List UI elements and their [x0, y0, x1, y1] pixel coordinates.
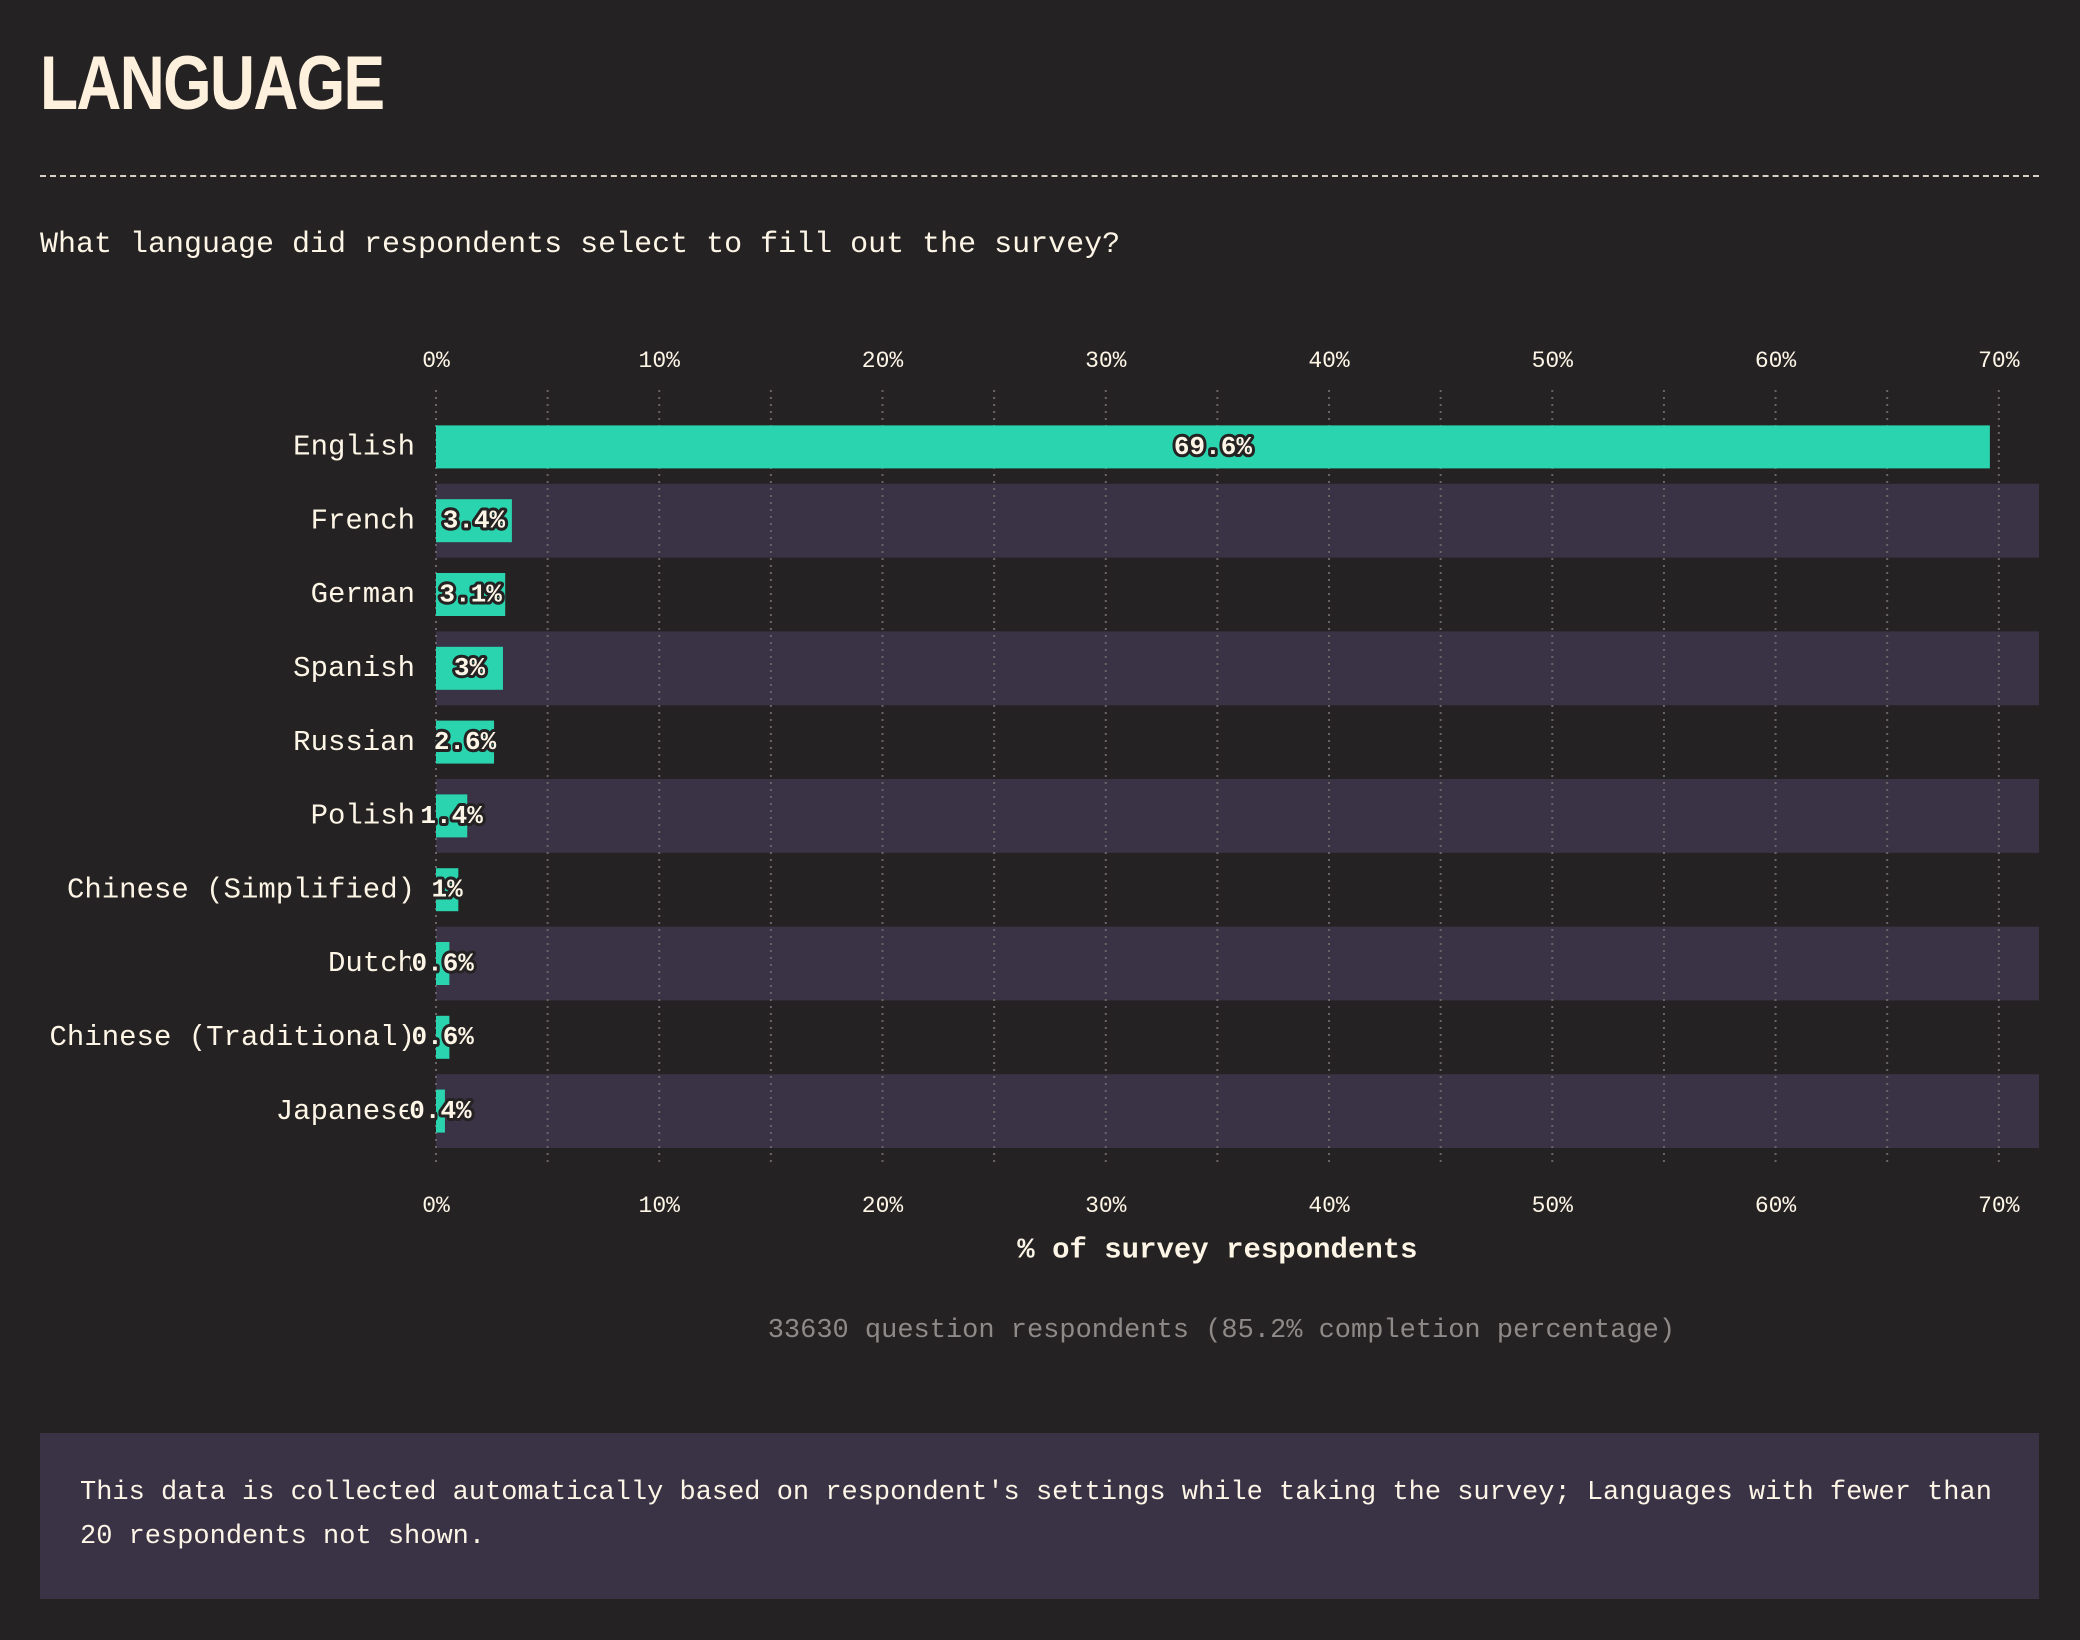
bar — [436, 868, 459, 912]
x-tick-label-bottom: 0% — [422, 1193, 450, 1219]
category-label: Dutch — [328, 947, 415, 980]
category-label: English — [293, 431, 415, 464]
x-tick-label-top: 60% — [1755, 348, 1797, 374]
row-band — [436, 1074, 2039, 1148]
x-tick-label-top: 10% — [639, 348, 681, 374]
x-tick-label-top: 20% — [862, 348, 904, 374]
note-box: This data is collected automatically bas… — [40, 1433, 2039, 1599]
x-tick-label-top: 30% — [1085, 348, 1127, 374]
bar — [436, 425, 1990, 469]
chart: 0% 0% 10% 10% 20% 20% 30% 30% 40% 40% 50% 50% 60% 60%… — [50, 348, 2039, 1346]
row-band — [436, 779, 2039, 853]
value-label: 3% — [454, 653, 486, 683]
note: This data is collected automatically bas… — [80, 1478, 1992, 1552]
value-label: 2.6% — [434, 727, 497, 757]
x-axis-label: % of survey respondents — [1017, 1234, 1417, 1267]
bar — [436, 720, 495, 764]
question: What language did respondents select to … — [40, 228, 1121, 262]
x-tick-label-bottom: 60% — [1755, 1193, 1797, 1219]
bar — [436, 1089, 445, 1133]
bar — [436, 794, 468, 838]
category-label: Chinese (Traditional) — [50, 1021, 415, 1054]
x-tick-label-bottom: 70% — [1978, 1193, 2020, 1219]
value-label: 0.4% — [409, 1096, 472, 1126]
value-label: 1.4% — [420, 801, 483, 831]
row-band — [436, 631, 2039, 706]
category-label: French — [311, 504, 415, 537]
value-label: 1% — [432, 875, 464, 905]
bar — [436, 499, 512, 543]
x-tick-label-bottom: 40% — [1308, 1193, 1350, 1219]
bar — [436, 646, 503, 690]
footnote: 33630 question respondents (85.2% comple… — [768, 1316, 1675, 1346]
category-label: Japanese — [276, 1095, 415, 1128]
category-label: Polish — [311, 800, 415, 833]
category-label: German — [311, 578, 415, 611]
bar — [436, 1015, 450, 1059]
x-tick-label-top: 70% — [1978, 348, 2020, 374]
value-label: 3.1% — [439, 579, 502, 609]
value-label: 0.6% — [411, 948, 474, 978]
x-tick-label-bottom: 10% — [639, 1193, 681, 1219]
category-label: Chinese (Simplified) — [67, 873, 415, 906]
category-label: Russian — [293, 726, 415, 759]
page-title: LANGUAGE — [40, 41, 385, 126]
x-tick-label-top: 40% — [1308, 348, 1350, 374]
category-label: Spanish — [293, 652, 415, 685]
x-tick-label-bottom: 50% — [1532, 1193, 1574, 1219]
x-tick-label-top: 0% — [422, 348, 450, 374]
value-label: 0.6% — [411, 1022, 474, 1052]
x-tick-label-top: 50% — [1532, 348, 1574, 374]
x-tick-label-bottom: 20% — [862, 1193, 904, 1219]
bar — [436, 942, 450, 985]
row-band — [436, 483, 2039, 558]
divider — [40, 175, 2039, 177]
row-band — [436, 926, 2039, 1001]
value-label: 69.6% — [1174, 432, 1252, 462]
value-label: 3.4% — [443, 506, 506, 536]
x-tick-label-bottom: 30% — [1085, 1193, 1127, 1219]
bar — [436, 573, 506, 616]
